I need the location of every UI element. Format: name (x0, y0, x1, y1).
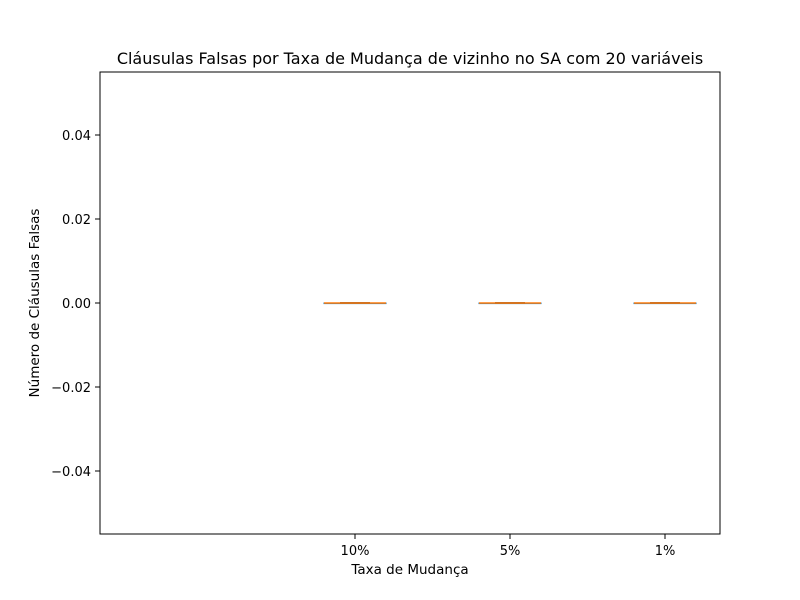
y-axis: 0.04 0.02 0.00 −0.02 −0.04 (51, 129, 100, 480)
x-tick-label: 10% (341, 544, 370, 559)
chart-title: Cláusulas Falsas por Taxa de Mudança de … (117, 49, 703, 68)
x-tick-label: 5% (500, 544, 521, 559)
x-axis: 10% 5% 1% (341, 534, 676, 559)
y-tick-label: −0.02 (51, 381, 91, 396)
box-1pct (633, 302, 697, 305)
box-plots (323, 302, 697, 305)
x-tick-label: 1% (655, 544, 676, 559)
y-axis-title: Número de Cláusulas Falsas (27, 209, 43, 398)
box-5pct (478, 302, 542, 305)
box-10pct (323, 302, 387, 305)
y-tick-label: 0.02 (62, 213, 91, 228)
x-axis-title: Taxa de Mudança (350, 562, 468, 578)
y-tick-label: 0.00 (62, 297, 91, 312)
y-tick-label: 0.04 (62, 129, 91, 144)
plot-area-frame (99, 71, 721, 535)
y-tick-label: −0.04 (51, 465, 91, 480)
